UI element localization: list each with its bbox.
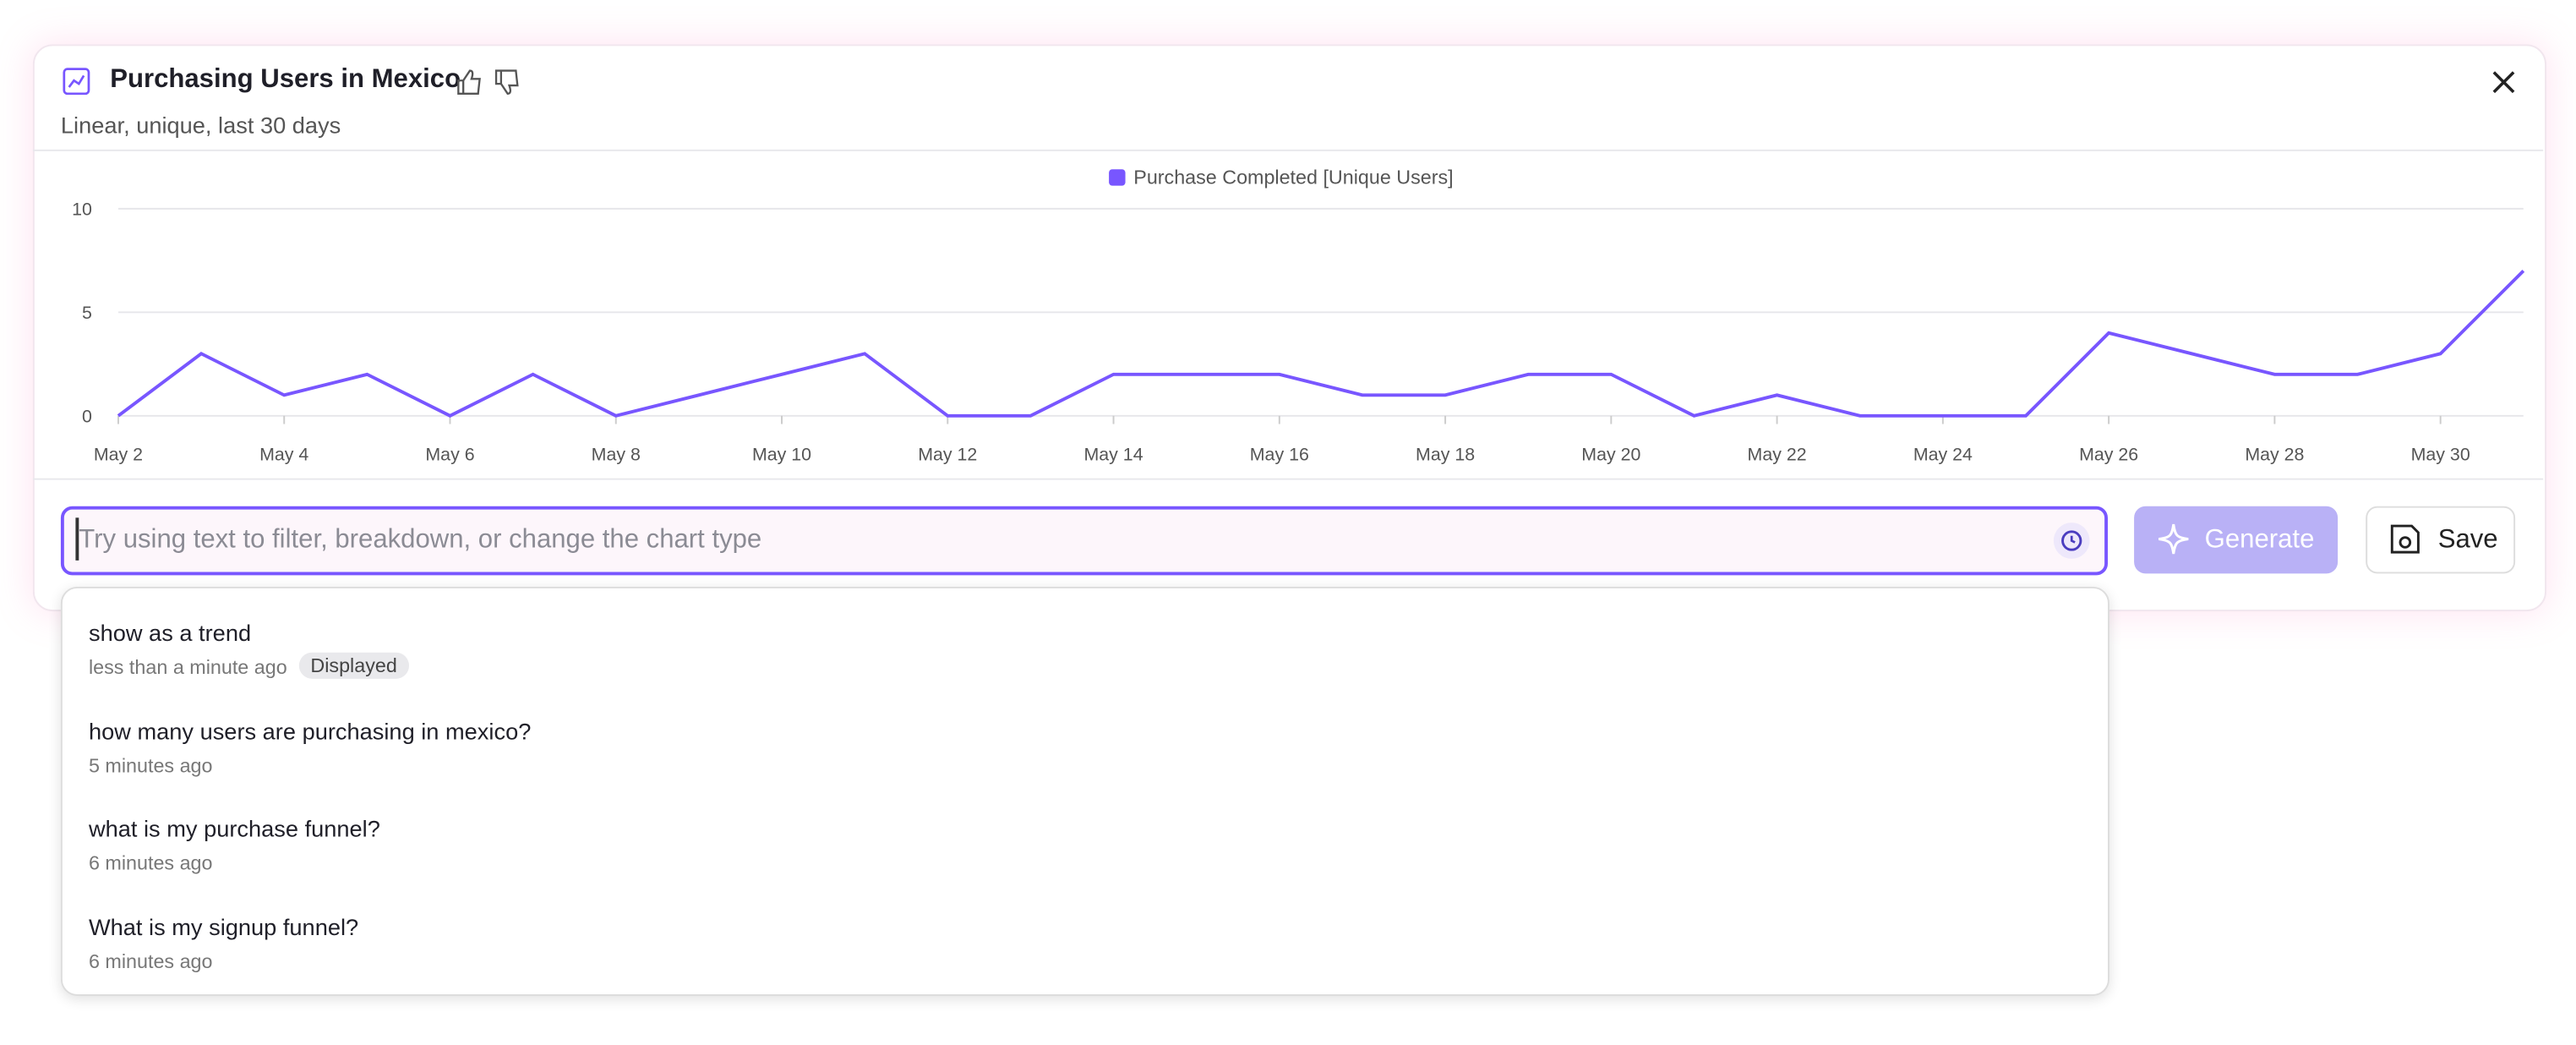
subtitle: Linear, unique, last 30 days	[60, 112, 341, 139]
x-tick-label: May 20	[1581, 444, 1640, 464]
caret	[75, 517, 79, 561]
generate-button[interactable]	[2134, 506, 2339, 574]
x-tick-label: May 30	[2411, 444, 2470, 464]
y-tick-label: 10	[72, 200, 92, 220]
history-icon[interactable]	[2053, 522, 2090, 559]
x-tick-label: May 26	[2079, 444, 2138, 464]
history-time: 6 minutes ago	[88, 851, 213, 875]
x-tick-label: May 10	[752, 444, 811, 464]
title: Purchasing Users in Mexico	[110, 65, 461, 94]
badge: Displayed	[298, 652, 409, 679]
history-time: 6 minutes ago	[88, 949, 213, 972]
x-tick-label: May 6	[425, 444, 474, 464]
legend-label: Purchase Completed [Unique Users]	[1133, 167, 1453, 189]
x-tick-label: May 4	[259, 444, 308, 464]
generate-label: Generate	[2204, 526, 2315, 555]
legend-swatch	[1109, 169, 1126, 186]
line	[117, 269, 2525, 418]
history-time: less than a minute ago	[88, 655, 287, 679]
x-tick-label: May 8	[592, 444, 641, 464]
history-time: 5 minutes ago	[88, 753, 213, 777]
save-label: Save	[2437, 526, 2498, 555]
history-text: show as a trend	[88, 619, 252, 646]
x-tick-label: May 12	[918, 444, 977, 464]
save-button[interactable]	[2366, 506, 2516, 574]
x-tick-label: May 24	[1913, 444, 1973, 464]
x-tick-label: May 14	[1083, 444, 1143, 464]
x-tick-label: May 28	[2245, 444, 2304, 464]
prompt-input[interactable]	[60, 506, 2108, 576]
close-button[interactable]	[2492, 71, 2515, 94]
x-tick-label: May 2	[94, 444, 143, 464]
y-tick-label: 0	[82, 407, 92, 427]
chart: 0 5 10 May 2 May 4 May 6 May 8 May 10 May 12 May …	[72, 167, 2525, 464]
history-text: what is my purchase funnel?	[88, 815, 380, 842]
placeholder: Try using text to filter, breakdown, or …	[79, 526, 762, 555]
history-text: how many users are purchasing in mexico?	[88, 717, 532, 744]
x-tick-label: May 16	[1250, 444, 1309, 464]
sparkle-icon	[2158, 523, 2189, 555]
feedback-icons[interactable]	[455, 68, 524, 97]
y-tick-label: 5	[82, 303, 92, 323]
x-tick-label: May 18	[1416, 444, 1475, 464]
chart-icon	[63, 68, 90, 96]
x-tick-label: May 22	[1748, 444, 1807, 464]
save-icon	[2390, 524, 2420, 554]
divider	[32, 149, 2544, 151]
history-dropdown: show as a trend less than a minute ago Dis…	[60, 586, 2109, 996]
divider	[32, 478, 2544, 480]
history-text: What is my signup funnel?	[88, 912, 359, 939]
